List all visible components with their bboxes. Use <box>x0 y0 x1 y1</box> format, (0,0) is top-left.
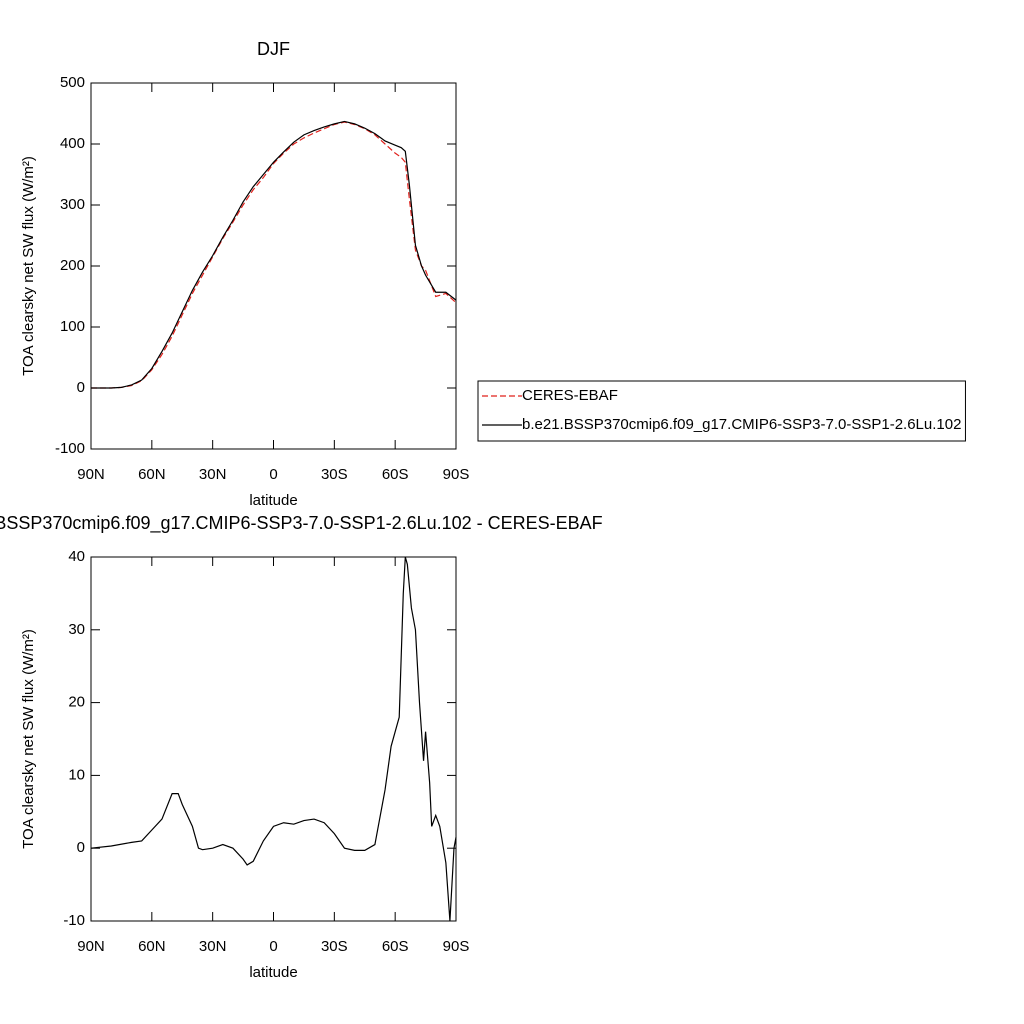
y-tick-label: 10 <box>68 766 85 783</box>
x-axis-label: latitude <box>249 492 297 509</box>
data-line <box>91 120 457 389</box>
x-tick-label: 60N <box>138 938 166 955</box>
data-line <box>91 121 457 389</box>
y-tick-label: 500 <box>60 74 85 91</box>
y-tick-label: 20 <box>68 694 85 711</box>
y-tick-label: 0 <box>77 379 85 396</box>
x-tick-label: 60S <box>382 466 409 483</box>
x-tick-label: 90N <box>77 466 105 483</box>
x-tick-label: 60N <box>138 466 166 483</box>
y-tick-label: 200 <box>60 257 85 274</box>
plot-frame <box>90 82 457 450</box>
y-axis-label: TOA clearsky net SW flux (W/m²) <box>20 629 37 849</box>
x-tick-label: 30S <box>321 466 348 483</box>
legend: CERES-EBAF b.e21.BSSP370cmip6.f09_g17.CMI… <box>477 380 966 442</box>
x-tick-label: 0 <box>269 938 277 955</box>
x-tick-label: 30N <box>199 938 227 955</box>
y-tick-label: 400 <box>60 135 85 152</box>
plot-frame <box>90 556 457 922</box>
y-tick-label: -10 <box>63 912 85 929</box>
chart-title: b.e21.BSSP370cmip6.f09_g17.CMIP6-SSP3-7.… <box>0 513 603 534</box>
y-tick-label: -100 <box>55 440 85 457</box>
x-tick-label: 90S <box>443 938 470 955</box>
chart-title: DJF <box>257 39 290 59</box>
x-tick-label: 0 <box>269 466 277 483</box>
legend-label: CERES-EBAF <box>522 387 618 404</box>
legend-label: b.e21.BSSP370cmip6.f09_g17.CMIP6-SSP3-7.… <box>522 416 961 433</box>
x-tick-label: 60S <box>382 938 409 955</box>
x-axis-label: latitude <box>249 964 297 981</box>
x-tick-label: 90S <box>443 466 470 483</box>
x-tick-label: 90N <box>77 938 105 955</box>
y-tick-label: 30 <box>68 621 85 638</box>
legend-frame <box>477 380 966 442</box>
y-tick-label: 300 <box>60 196 85 213</box>
y-axis-label: TOA clearsky net SW flux (W/m²) <box>20 156 37 376</box>
y-tick-label: 0 <box>77 839 85 856</box>
y-tick-label: 40 <box>68 548 85 565</box>
x-tick-label: 30S <box>321 938 348 955</box>
x-tick-label: 30N <box>199 466 227 483</box>
data-line <box>90 556 457 922</box>
y-tick-label: 100 <box>60 318 85 335</box>
